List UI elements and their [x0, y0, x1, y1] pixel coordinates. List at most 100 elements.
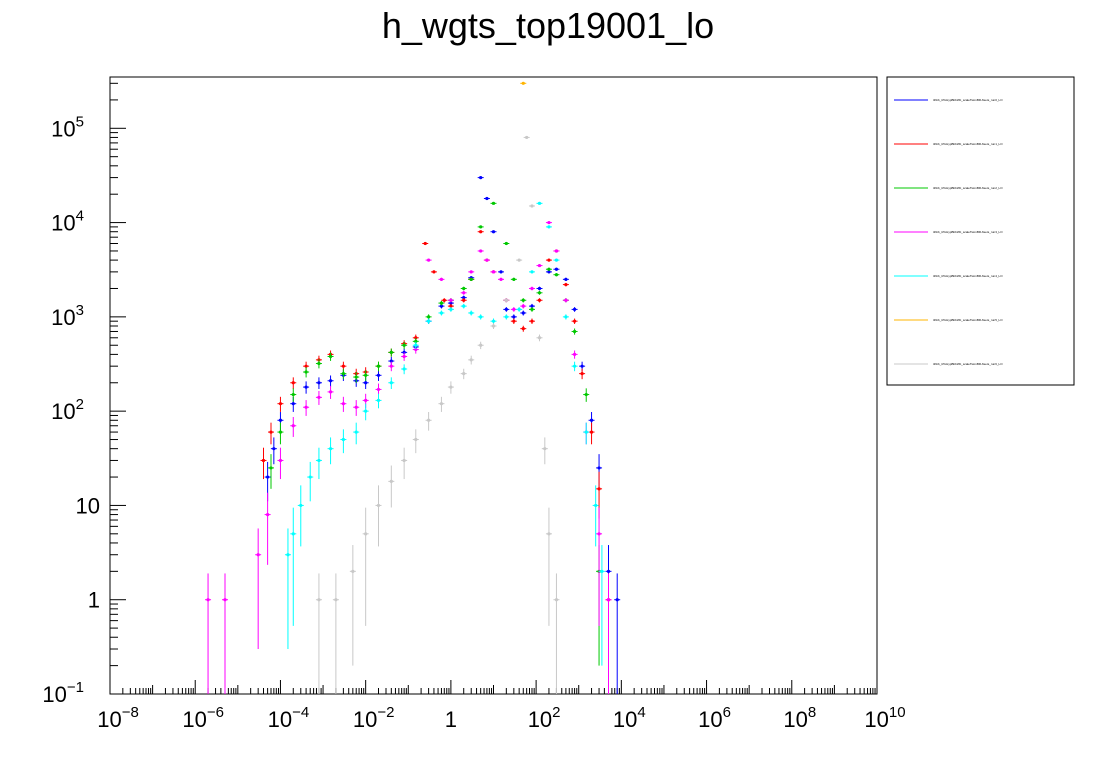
data-point [580, 372, 584, 376]
legend-box [886, 76, 1075, 386]
data-point [427, 319, 431, 323]
data-point [317, 395, 321, 399]
data-point [547, 532, 551, 536]
y-tick-label: 103 [51, 302, 84, 330]
y-tick-label: 1 [88, 588, 100, 613]
data-point [376, 373, 381, 377]
data-point [530, 286, 534, 291]
data-point [615, 598, 619, 602]
series-4 [284, 201, 605, 666]
data-point [469, 277, 473, 281]
data-point [389, 479, 393, 483]
data-point [449, 298, 453, 302]
x-tick-label: 10−8 [97, 704, 139, 732]
data-point [402, 343, 406, 347]
data-point [304, 385, 308, 389]
data-point [317, 381, 321, 385]
data-point [530, 270, 534, 274]
x-tick-label: 102 [528, 704, 561, 732]
data-point [334, 598, 338, 602]
data-point [504, 315, 508, 319]
data-point [462, 304, 466, 308]
data-point [414, 336, 418, 340]
data-point [517, 307, 521, 311]
data-point [469, 270, 473, 274]
legend-label: tthbb_ttToHypBbbWit_scaleTwimBR-6sets_ru… [933, 142, 1003, 146]
data-point [530, 204, 534, 208]
series-5 [520, 81, 527, 85]
legend-label: tthbb_ttToHypBbbWit_scaleTwimBR-6sets_ru… [933, 98, 1003, 102]
data-point [266, 475, 270, 479]
data-point [462, 286, 466, 291]
x-tick-label: 106 [698, 704, 731, 732]
data-point [547, 220, 551, 225]
data-point [537, 263, 542, 268]
data-point [547, 267, 551, 271]
data-point [521, 304, 525, 308]
data-point [554, 249, 559, 253]
data-point [427, 315, 431, 319]
y-axis-ticks [110, 82, 126, 695]
data-point [402, 367, 406, 371]
data-point [389, 359, 393, 363]
data-point [512, 307, 516, 311]
data-point [504, 307, 508, 311]
data-point [469, 311, 473, 315]
data-point [341, 372, 345, 376]
x-tick-label: 10−2 [353, 704, 395, 732]
data-point [299, 503, 303, 508]
data-point [594, 503, 598, 508]
data-point [261, 458, 266, 463]
data-point [504, 298, 508, 302]
data-point [572, 329, 577, 334]
x-tick-label: 108 [783, 704, 816, 732]
data-point [354, 430, 358, 434]
data-point [427, 258, 431, 262]
data-point [291, 424, 295, 428]
data-point [499, 277, 503, 281]
series-0 [264, 175, 621, 694]
data-point [572, 319, 577, 323]
data-point [554, 258, 559, 262]
data-point [439, 311, 444, 315]
data-point [364, 381, 368, 385]
data-point [521, 311, 525, 315]
data-point [449, 307, 453, 311]
data-point [485, 258, 489, 262]
data-point [597, 532, 601, 536]
data-point [256, 553, 260, 557]
x-tick-label: 10−4 [268, 704, 310, 732]
data-point [304, 364, 308, 368]
y-tick-label: 10−1 [42, 679, 84, 707]
data-point [606, 569, 611, 573]
x-tick-label: 10−6 [182, 704, 224, 732]
data-point [402, 350, 406, 354]
data-point [328, 390, 333, 394]
data-point [206, 598, 210, 602]
data-point [389, 350, 393, 354]
data-point [564, 298, 568, 302]
data-point [291, 532, 295, 536]
data-point [317, 458, 321, 463]
data-point [491, 319, 496, 323]
data-point [521, 298, 525, 302]
legend: tthbb_ttToHypBbbWit_scaleTwimBR-6sets_ru… [894, 98, 1003, 366]
data-point [564, 277, 568, 281]
legend-label: tthbb_ttToHypBbbWit_scaleTwimBR-6sets_ru… [933, 274, 1003, 278]
data-point [286, 553, 290, 557]
data-point [479, 230, 483, 234]
x-axis-tick-labels: 10−8 10−6 10−4 10−2 1 102 104 106 108 1010 [97, 704, 905, 732]
data-point [537, 298, 542, 302]
data-point [543, 447, 547, 451]
data-point [432, 270, 436, 274]
data-point [572, 364, 577, 368]
data-point [364, 373, 368, 377]
data-point [354, 405, 358, 409]
data-point [521, 327, 525, 331]
data-point [491, 230, 496, 234]
data-point [442, 298, 446, 302]
data-point [606, 598, 611, 602]
data-point [512, 315, 516, 319]
data-point [439, 277, 444, 281]
y-tick-label: 10 [76, 493, 100, 518]
